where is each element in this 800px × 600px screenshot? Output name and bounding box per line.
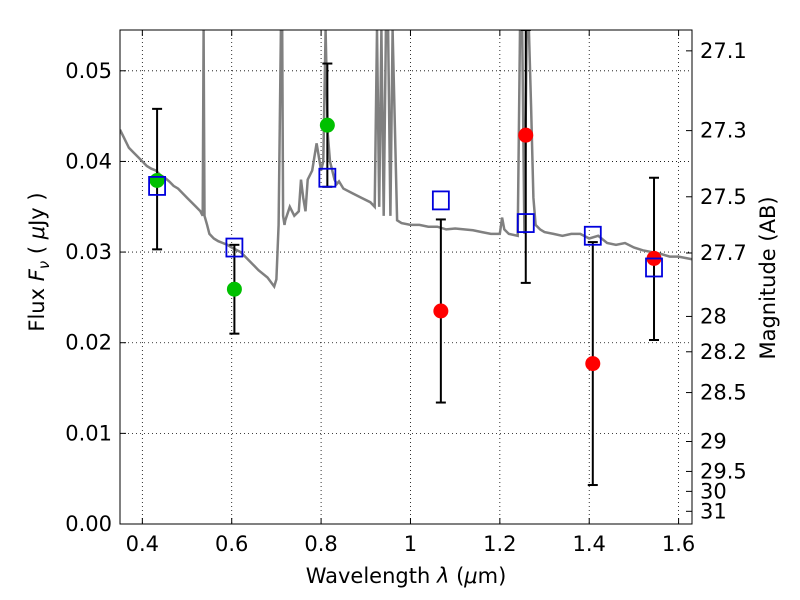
observed-point [149, 172, 165, 188]
magnitude-tick-label: 31 [700, 499, 727, 523]
x-tick-label: 0.6 [215, 532, 248, 556]
model-spectrum-line [120, 30, 692, 290]
x-tick-label: 1.6 [662, 532, 695, 556]
x-tick-label: 0.8 [304, 532, 337, 556]
x-axis-ticks: 0.4 0.6 0.8 1 1.2 1.4 1.6 [126, 30, 695, 556]
y-tick-label: 0.04 [65, 149, 112, 173]
y-tick-label: 0.00 [65, 512, 112, 536]
y-axis-label: Flux Fν ( μJy ) [25, 192, 53, 331]
observed-point [585, 356, 601, 372]
model-photometry-point [431, 190, 450, 211]
magnitude-tick-label: 27.7 [700, 241, 747, 265]
observed-point [518, 127, 534, 143]
observed-point [226, 281, 242, 297]
magnitude-tick-label: 27.5 [700, 185, 747, 209]
x-tick-label: 1 [404, 532, 417, 556]
magnitude-tick-label: 28.2 [700, 340, 747, 364]
model-photometry-points [148, 167, 663, 278]
x-tick-label: 0.4 [126, 532, 159, 556]
x-tick-label: 1.4 [573, 532, 606, 556]
y-tick-label: 0.01 [65, 421, 112, 445]
plot-area [120, 30, 692, 487]
model-photometry-point [318, 167, 337, 188]
x-axis-label: Wavelength λ (μm) [306, 564, 507, 588]
y-tick-label: 0.05 [65, 59, 112, 83]
model-photometry-point [148, 176, 166, 196]
magnitude-tick-label: 27.3 [700, 119, 747, 143]
y-tick-label: 0.02 [65, 331, 112, 355]
magnitude-tick-label: 29 [700, 430, 727, 454]
x-tick-label: 1.2 [483, 532, 516, 556]
observed-point [319, 117, 335, 133]
magnitude-tick-label: 29.5 [700, 459, 747, 483]
plot-frame [119, 29, 693, 525]
y-axis-ticks: 0.00 0.01 0.02 0.03 0.04 0.05 [65, 59, 126, 536]
magnitude-tick-label: 28.5 [700, 381, 747, 405]
error-bars [152, 30, 660, 487]
magnitude-tick-label: 30 [700, 479, 727, 503]
magnitude-axis-label: Magnitude (AB) [756, 196, 780, 359]
observed-point [433, 303, 449, 319]
model-photometry-point [583, 225, 602, 246]
y-tick-label: 0.03 [65, 240, 112, 264]
magnitude-tick-label: 28 [700, 304, 727, 328]
grid-lines [120, 30, 692, 525]
model-photometry-point [645, 257, 663, 278]
model-photometry-point [225, 237, 244, 258]
model-photometry-point [516, 213, 535, 233]
magnitude-tick-label: 27.1 [700, 39, 747, 63]
